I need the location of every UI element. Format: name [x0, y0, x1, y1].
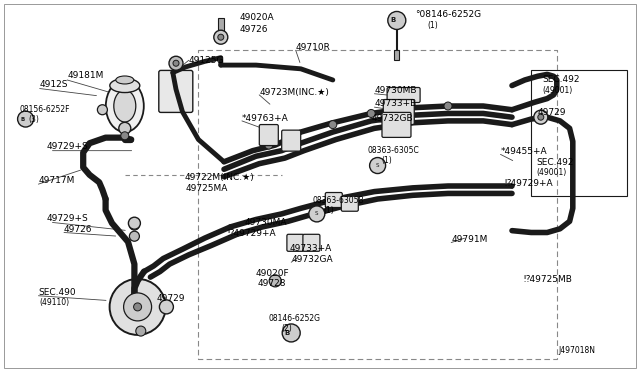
- Circle shape: [119, 122, 131, 134]
- Ellipse shape: [114, 90, 136, 122]
- Circle shape: [214, 30, 228, 44]
- Circle shape: [218, 34, 224, 40]
- Bar: [218, 19, 224, 32]
- Text: S: S: [315, 211, 319, 217]
- FancyBboxPatch shape: [287, 234, 304, 251]
- Text: 49729: 49729: [538, 108, 566, 117]
- Circle shape: [159, 300, 173, 314]
- Text: °08146-6252G: °08146-6252G: [415, 10, 481, 19]
- Text: 49710R: 49710R: [296, 43, 330, 52]
- FancyBboxPatch shape: [387, 87, 420, 103]
- Text: 49020F: 49020F: [256, 269, 290, 278]
- Circle shape: [406, 104, 413, 112]
- Circle shape: [124, 293, 152, 321]
- Text: 49729: 49729: [157, 294, 186, 303]
- Text: 49717M: 49717M: [38, 176, 75, 185]
- Text: B: B: [20, 116, 25, 122]
- Text: ⁉49729+A: ⁉49729+A: [504, 179, 553, 187]
- Text: 08146-6252G: 08146-6252G: [269, 314, 321, 323]
- FancyBboxPatch shape: [303, 234, 320, 251]
- Text: SEC.492: SEC.492: [543, 76, 580, 84]
- Text: 49732GA: 49732GA: [291, 255, 333, 264]
- Circle shape: [388, 12, 406, 29]
- Text: 49733+B: 49733+B: [374, 99, 417, 108]
- Bar: [394, 50, 399, 60]
- Text: (49001): (49001): [536, 169, 566, 177]
- Text: B: B: [285, 330, 290, 336]
- Circle shape: [367, 109, 375, 118]
- Text: 4912S: 4912S: [40, 80, 68, 89]
- Text: 08156-6252F: 08156-6252F: [19, 105, 70, 114]
- Text: 49726: 49726: [64, 225, 93, 234]
- Text: 49728: 49728: [257, 279, 286, 288]
- Text: 08363-6305B: 08363-6305B: [312, 196, 364, 205]
- FancyBboxPatch shape: [259, 125, 278, 145]
- Circle shape: [444, 102, 452, 110]
- Text: 49730MA: 49730MA: [244, 218, 287, 227]
- Circle shape: [129, 217, 140, 229]
- Circle shape: [109, 279, 166, 335]
- Circle shape: [169, 56, 183, 70]
- Text: 49125G: 49125G: [189, 56, 224, 65]
- Text: S: S: [376, 163, 380, 168]
- Text: 49791M: 49791M: [451, 235, 488, 244]
- Text: 08363-6305C: 08363-6305C: [368, 146, 420, 155]
- FancyBboxPatch shape: [159, 70, 193, 112]
- Circle shape: [134, 303, 141, 311]
- Circle shape: [308, 206, 324, 222]
- Circle shape: [329, 121, 337, 129]
- Text: 49733+A: 49733+A: [289, 244, 332, 253]
- Text: (3): (3): [29, 115, 40, 124]
- Text: (1): (1): [381, 156, 392, 165]
- Text: (1): (1): [323, 206, 334, 215]
- Text: 49729+S: 49729+S: [46, 214, 88, 223]
- Text: 49729+S: 49729+S: [46, 142, 88, 151]
- Text: B: B: [390, 17, 396, 23]
- Circle shape: [97, 105, 108, 115]
- Text: SEC.490: SEC.490: [38, 288, 76, 296]
- FancyBboxPatch shape: [382, 112, 411, 137]
- Ellipse shape: [116, 76, 134, 84]
- Ellipse shape: [110, 78, 140, 93]
- Text: 49726: 49726: [240, 25, 269, 34]
- Text: ⁉49725MB: ⁉49725MB: [524, 275, 572, 284]
- Text: J497018N: J497018N: [558, 346, 595, 355]
- Circle shape: [265, 141, 273, 149]
- Text: (2): (2): [282, 324, 292, 333]
- Text: (49110): (49110): [40, 298, 70, 307]
- Text: 49723M(INC.★): 49723M(INC.★): [259, 88, 329, 97]
- Circle shape: [121, 132, 129, 140]
- Ellipse shape: [106, 80, 144, 132]
- Text: *49455+A: *49455+A: [500, 147, 547, 156]
- Circle shape: [18, 111, 34, 127]
- FancyBboxPatch shape: [282, 130, 301, 151]
- Text: 49020A: 49020A: [240, 13, 275, 22]
- Text: (49001): (49001): [543, 86, 573, 94]
- Circle shape: [534, 110, 548, 124]
- Text: 49722M(INC.★): 49722M(INC.★): [184, 173, 254, 182]
- Circle shape: [129, 220, 140, 230]
- Text: 49732GB: 49732GB: [371, 114, 413, 123]
- Circle shape: [173, 60, 179, 66]
- Circle shape: [287, 134, 295, 142]
- Text: ⁉49729+A: ⁉49729+A: [227, 229, 276, 238]
- Circle shape: [136, 326, 146, 336]
- Circle shape: [538, 114, 544, 120]
- Circle shape: [369, 157, 385, 174]
- Circle shape: [129, 231, 140, 241]
- Text: (1): (1): [428, 21, 438, 30]
- FancyBboxPatch shape: [383, 100, 414, 125]
- Text: 49181M: 49181M: [67, 71, 104, 80]
- Text: SEC.492: SEC.492: [536, 158, 574, 167]
- Circle shape: [282, 324, 300, 342]
- Text: 49725MA: 49725MA: [186, 185, 228, 193]
- Text: 49730MB: 49730MB: [374, 86, 417, 94]
- FancyBboxPatch shape: [341, 196, 358, 211]
- Circle shape: [269, 275, 281, 287]
- Text: *49763+A: *49763+A: [242, 114, 289, 123]
- FancyBboxPatch shape: [325, 193, 342, 208]
